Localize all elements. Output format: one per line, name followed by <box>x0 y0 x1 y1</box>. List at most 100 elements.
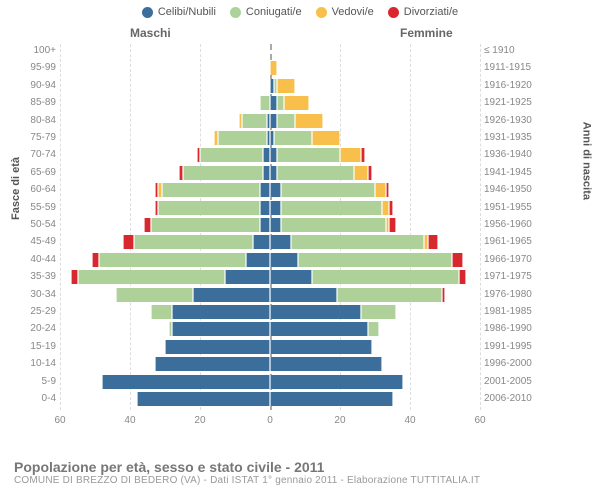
pyramid-row: 50-541956-1960 <box>60 218 480 232</box>
pyramid-row: 30-341976-1980 <box>60 288 480 302</box>
bar-segment <box>452 253 463 267</box>
bar-segment <box>270 340 372 354</box>
bar-segment <box>263 148 270 162</box>
female-bar <box>270 61 277 75</box>
age-label: 5-9 <box>6 375 56 389</box>
bar-segment <box>263 166 270 180</box>
chart-title: Popolazione per età, sesso e stato civil… <box>14 459 480 475</box>
female-bar <box>270 392 393 406</box>
bar-segment <box>270 166 277 180</box>
bar-segment <box>270 288 337 302</box>
birth-year-label: 1951-1955 <box>484 201 542 215</box>
bar-segment <box>102 375 270 389</box>
bar-segment <box>312 270 459 284</box>
bar-segment <box>246 253 271 267</box>
birth-year-label: 1931-1935 <box>484 131 542 145</box>
male-bar <box>116 288 270 302</box>
birth-year-label: 1911-1915 <box>484 61 542 75</box>
bar-segment <box>298 253 452 267</box>
legend-item: Coniugati/e <box>230 6 302 18</box>
female-bar <box>270 218 396 232</box>
pyramid-row: 35-391971-1975 <box>60 270 480 284</box>
legend-label: Divorziati/e <box>404 6 458 18</box>
birth-year-label: 1966-1970 <box>484 253 542 267</box>
bar-segment <box>123 235 134 249</box>
age-label: 60-64 <box>6 183 56 197</box>
bar-segment <box>281 218 386 232</box>
bar-segment <box>218 131 267 145</box>
male-bar <box>144 218 270 232</box>
bar-segment <box>151 218 260 232</box>
female-header: Femmine <box>400 26 453 40</box>
bar-segment <box>260 201 271 215</box>
bar-segment <box>368 322 379 336</box>
bar-segment <box>165 340 270 354</box>
bar-segment <box>312 131 340 145</box>
chart-subtitle: COMUNE DI BREZZO DI BEDERO (VA) - Dati I… <box>14 475 480 486</box>
x-tick: 40 <box>124 415 135 426</box>
male-bar <box>260 96 271 110</box>
age-label: 80-84 <box>6 114 56 128</box>
bar-segment <box>270 375 403 389</box>
bar-segment <box>270 201 281 215</box>
age-label: 30-34 <box>6 288 56 302</box>
bar-segment <box>270 114 277 128</box>
female-bar <box>270 201 393 215</box>
age-label: 0-4 <box>6 392 56 406</box>
bar-segment <box>375 183 386 197</box>
female-bar <box>270 340 372 354</box>
bar-segment <box>270 183 281 197</box>
y-axis-label-right: Anni di nascita <box>580 122 592 200</box>
birth-year-label: 1996-2000 <box>484 357 542 371</box>
bar-segment <box>291 235 424 249</box>
age-label: 55-59 <box>6 201 56 215</box>
bar-segment <box>270 148 277 162</box>
female-bar <box>270 322 379 336</box>
bar-segment <box>337 288 442 302</box>
bar-segment <box>158 201 260 215</box>
bar-segment <box>428 235 439 249</box>
birth-year-label: 1981-1985 <box>484 305 542 319</box>
birth-year-label: 1936-1940 <box>484 148 542 162</box>
bar-segment <box>277 148 340 162</box>
male-bar <box>71 270 271 284</box>
bar-segment <box>183 166 264 180</box>
bar-segment <box>92 253 99 267</box>
legend-dot <box>316 7 327 18</box>
birth-year-label: 1986-1990 <box>484 322 542 336</box>
pyramid-row: 90-941916-1920 <box>60 79 480 93</box>
female-bar <box>270 148 365 162</box>
birth-year-label: 1946-1950 <box>484 183 542 197</box>
male-bar <box>92 253 271 267</box>
pyramid-row: 95-991911-1915 <box>60 61 480 75</box>
birth-year-label: 1941-1945 <box>484 166 542 180</box>
bar-segment <box>270 218 281 232</box>
pyramid-row: 10-141996-2000 <box>60 357 480 371</box>
bar-segment <box>386 183 390 197</box>
male-bar <box>123 235 270 249</box>
age-label: 20-24 <box>6 322 56 336</box>
plot-area: 6040200204060100+≤ 191095-991911-191590-… <box>60 44 480 434</box>
x-tick: 0 <box>267 415 273 426</box>
bar-segment <box>193 288 270 302</box>
bar-segment <box>281 183 376 197</box>
male-bar <box>239 114 271 128</box>
birth-year-label: ≤ 1910 <box>484 44 542 58</box>
bar-segment <box>270 357 382 371</box>
bar-segment <box>134 235 253 249</box>
population-pyramid-chart: Celibi/NubiliConiugati/eVedovi/eDivorzia… <box>0 0 600 500</box>
bar-segment <box>144 218 151 232</box>
bar-segment <box>78 270 225 284</box>
bar-segment <box>442 288 446 302</box>
x-tick: 40 <box>404 415 415 426</box>
legend-item: Vedovi/e <box>316 6 374 18</box>
bar-segment <box>281 201 383 215</box>
male-bar <box>165 340 270 354</box>
bar-segment <box>277 79 295 93</box>
age-label: 35-39 <box>6 270 56 284</box>
legend: Celibi/NubiliConiugati/eVedovi/eDivorzia… <box>0 0 600 18</box>
age-label: 90-94 <box>6 79 56 93</box>
bar-segment <box>260 218 271 232</box>
bar-segment <box>270 322 368 336</box>
bar-segment <box>277 166 354 180</box>
